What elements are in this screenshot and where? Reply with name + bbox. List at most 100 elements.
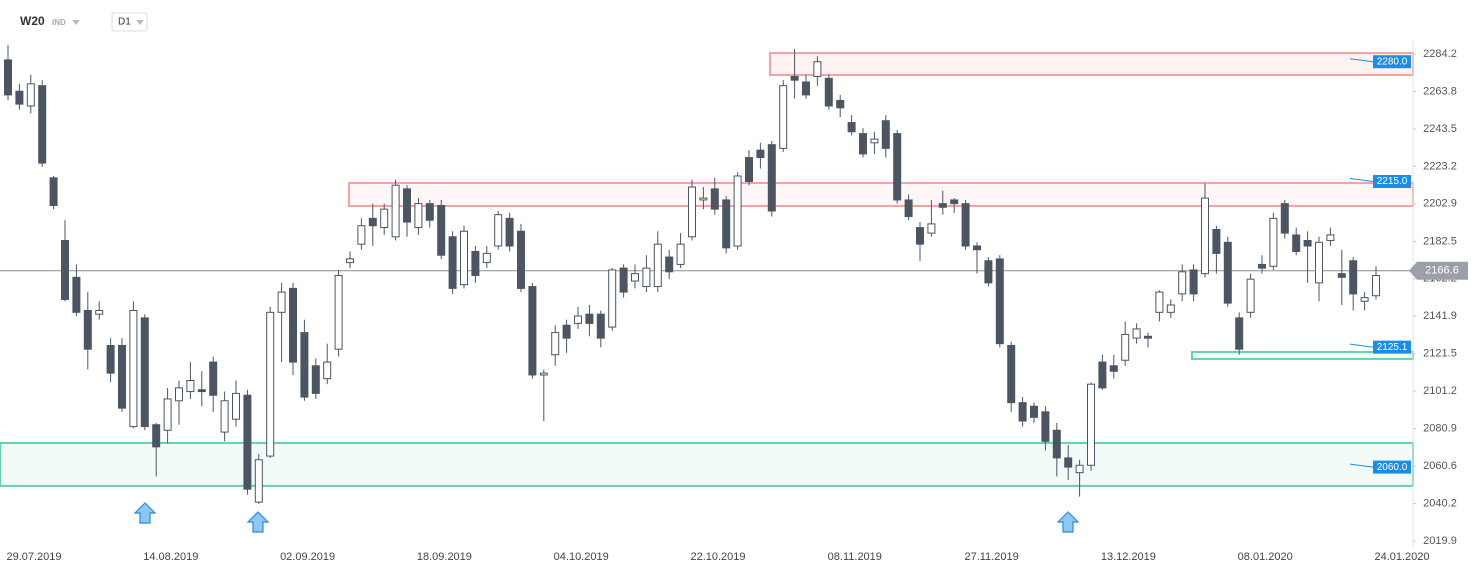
candle-body	[836, 99, 845, 109]
candle-body	[232, 392, 240, 420]
candle-body	[1144, 335, 1152, 339]
zone-label-box	[1373, 55, 1411, 69]
candle-body	[961, 203, 970, 247]
candle-body	[1258, 263, 1266, 269]
y-tick-label: 2080.9	[1423, 423, 1457, 435]
zone-label-connector	[1349, 463, 1374, 468]
candle-body	[95, 309, 104, 315]
candle-body	[1030, 405, 1038, 418]
y-tick-label: 2243.5	[1423, 123, 1457, 135]
candle-body	[277, 291, 286, 313]
zone-label: 2215.0	[1377, 176, 1408, 187]
candle-body	[482, 252, 491, 264]
candle-body	[471, 251, 480, 276]
y-tick-label: 2223.2	[1423, 160, 1457, 172]
candle-body	[357, 225, 366, 245]
candle-body	[859, 133, 867, 155]
last-price-box	[1409, 261, 1468, 280]
candle-body	[1349, 260, 1358, 295]
candle-body	[1337, 273, 1346, 278]
candle-body	[767, 144, 776, 212]
candle-body	[460, 230, 468, 286]
interval-dropdown	[136, 20, 144, 25]
candle-body	[802, 81, 810, 96]
market-dropdown[interactable]	[72, 20, 80, 25]
plot-area	[0, 52, 1414, 487]
candle-body	[1326, 234, 1335, 241]
candle-body	[1087, 383, 1095, 466]
candle-body	[72, 276, 81, 313]
candle-body	[927, 223, 936, 234]
candle-body	[950, 199, 959, 205]
candle-body	[642, 267, 651, 288]
candle-body	[1372, 274, 1380, 297]
candle-body	[528, 286, 537, 376]
y-tick-label: 2040.2	[1423, 498, 1457, 510]
y-tick-label: 2101.2	[1423, 385, 1457, 397]
candle-body	[1269, 217, 1278, 267]
candle-body	[38, 85, 47, 164]
candle-body	[665, 256, 674, 273]
candle-body	[163, 398, 172, 431]
candle-body	[129, 309, 138, 428]
candle-body	[1064, 457, 1073, 468]
candle-body	[1109, 365, 1118, 372]
zone	[769, 52, 1414, 77]
candle-body	[1098, 361, 1107, 389]
y-tick-label: 2182.5	[1423, 235, 1457, 247]
y-tick-label: 2019.9	[1423, 535, 1457, 547]
candle-body	[243, 394, 252, 490]
candle-body	[1155, 291, 1164, 313]
candle-body	[688, 186, 696, 238]
candle-body	[448, 236, 457, 289]
up-arrow	[1056, 511, 1080, 533]
candle-body	[494, 214, 503, 247]
candle-body	[346, 258, 354, 264]
candle-body	[585, 313, 594, 324]
market-label: IND	[52, 18, 66, 27]
y-tick-label: 2141.9	[1423, 310, 1457, 322]
candle-body	[1360, 297, 1369, 302]
interval-select[interactable]	[111, 12, 148, 32]
candle-body	[209, 361, 218, 396]
x-tick-label: 08.01.2020	[1238, 551, 1293, 563]
x-tick-label: 27.11.2019	[964, 551, 1018, 563]
candle-body	[26, 83, 35, 107]
candle-body	[403, 188, 411, 223]
up-arrow	[133, 502, 157, 524]
candle-body	[938, 203, 947, 208]
y-tick-label: 2121.5	[1423, 348, 1457, 360]
candle-body	[722, 199, 731, 249]
candle-body	[1201, 197, 1209, 275]
candle-body	[733, 175, 742, 247]
candle-body	[505, 217, 514, 247]
candle-body	[1178, 271, 1187, 295]
candle-body	[1292, 234, 1301, 253]
candle-body	[323, 361, 332, 380]
candle-body	[414, 203, 423, 229]
candle-body	[881, 120, 890, 149]
candle-body	[254, 459, 263, 503]
candle-body	[380, 208, 389, 229]
zone	[348, 181, 1414, 208]
x-tick-label: 04.10.2019	[554, 551, 609, 563]
candle-body	[1007, 345, 1016, 404]
candle-body	[916, 227, 924, 245]
interval-label: D1	[118, 17, 131, 28]
candle-body	[300, 332, 309, 398]
x-tick-label: 18.09.2019	[417, 551, 472, 563]
zone-label-box	[1373, 340, 1411, 354]
candle-body	[676, 243, 685, 265]
candle-body	[710, 188, 719, 210]
candle-body	[973, 245, 981, 251]
candle-body	[83, 309, 92, 350]
candle-body	[539, 372, 548, 376]
candle-body	[824, 77, 833, 107]
candle-body	[1315, 241, 1323, 284]
candle-body	[49, 177, 58, 206]
candle-body	[266, 311, 275, 457]
candle-body	[517, 230, 525, 289]
candle-body	[619, 267, 628, 293]
